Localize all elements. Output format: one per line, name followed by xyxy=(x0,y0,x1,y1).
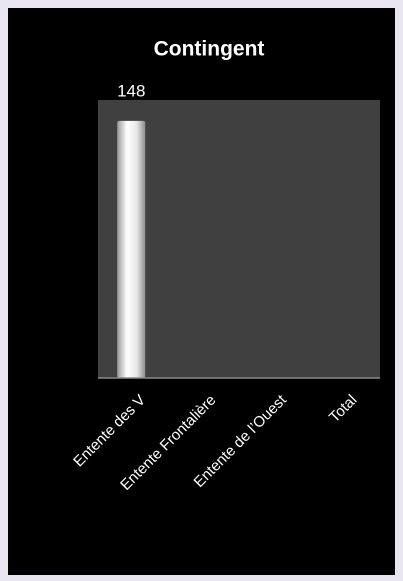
data-label: 148 xyxy=(117,81,145,100)
bar xyxy=(117,120,146,378)
chart-title: Contingent xyxy=(154,38,265,61)
